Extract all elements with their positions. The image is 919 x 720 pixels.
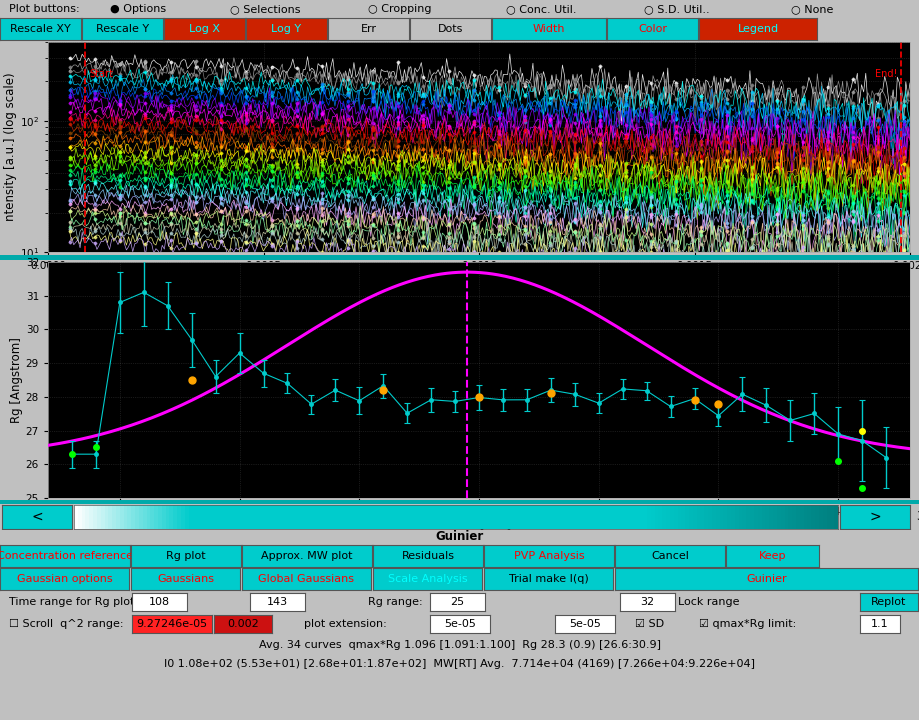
Text: 9.27246e-05: 9.27246e-05 xyxy=(136,619,208,629)
Text: Guinier: Guinier xyxy=(436,531,483,544)
Text: Guinier: Guinier xyxy=(745,574,786,584)
Text: <: < xyxy=(31,510,43,524)
Text: Plot buttons:: Plot buttons: xyxy=(9,4,80,14)
Text: Residuals: Residuals xyxy=(401,551,454,561)
Text: Log Y: Log Y xyxy=(271,24,301,34)
Text: Color: Color xyxy=(637,24,666,34)
Text: Scale Analysis: Scale Analysis xyxy=(387,574,467,584)
Text: Start: Start xyxy=(89,68,113,78)
Text: Global Gaussians: Global Gaussians xyxy=(258,574,354,584)
Text: Cancel: Cancel xyxy=(651,551,688,561)
Text: Lock range: Lock range xyxy=(677,597,738,607)
Text: ☑ SD: ☑ SD xyxy=(634,619,664,629)
Text: ☑ qmax*Rg limit:: ☑ qmax*Rg limit: xyxy=(698,619,796,629)
Text: Err: Err xyxy=(360,24,376,34)
Text: Approx. MW plot: Approx. MW plot xyxy=(261,551,352,561)
Y-axis label: ntensity [a.u.] (log scale): ntensity [a.u.] (log scale) xyxy=(4,73,17,221)
Text: 32: 32 xyxy=(640,597,653,607)
Text: End!: End! xyxy=(874,68,896,78)
Text: Rescale Y: Rescale Y xyxy=(96,24,149,34)
Text: Replot: Replot xyxy=(870,597,906,607)
Text: PVP Analysis: PVP Analysis xyxy=(513,551,584,561)
Text: Keep: Keep xyxy=(758,551,786,561)
Text: Rescale XY: Rescale XY xyxy=(10,24,71,34)
Text: Rg plot: Rg plot xyxy=(166,551,206,561)
Text: Gaussian options: Gaussian options xyxy=(17,574,112,584)
Text: ○ Conc. Util.: ○ Conc. Util. xyxy=(505,4,576,14)
Text: 5e-05: 5e-05 xyxy=(444,619,475,629)
X-axis label: Time [a.u.]: Time [a.u.] xyxy=(447,518,511,531)
Text: Width: Width xyxy=(532,24,564,34)
Text: >: > xyxy=(868,510,879,524)
Text: I0 1.08e+02 (5.53e+01) [2.68e+01:1.87e+02]  MW[RT] Avg.  7.714e+04 (4169) [7.266: I0 1.08e+02 (5.53e+01) [2.68e+01:1.87e+0… xyxy=(165,659,754,669)
Text: 0.002: 0.002 xyxy=(227,619,258,629)
Text: Gaussians: Gaussians xyxy=(157,574,214,584)
Text: ○ None: ○ None xyxy=(790,4,833,14)
Text: 32: 32 xyxy=(915,510,919,523)
Text: Avg. 34 curves  qmax*Rg 1.096 [1.091:1.100]  Rg 28.3 (0.9) [26.6:30.9]: Avg. 34 curves qmax*Rg 1.096 [1.091:1.10… xyxy=(259,640,660,650)
Text: 1.1: 1.1 xyxy=(870,619,888,629)
Text: Rg range:: Rg range: xyxy=(368,597,422,607)
Text: 143: 143 xyxy=(267,597,288,607)
Text: Time range for Rg plot:: Time range for Rg plot: xyxy=(9,597,138,607)
Text: ○ Cropping: ○ Cropping xyxy=(368,4,431,14)
Text: ● Options: ● Options xyxy=(110,4,166,14)
Text: Log X: Log X xyxy=(188,24,220,34)
Text: 5e-05: 5e-05 xyxy=(569,619,600,629)
Text: ○ Selections: ○ Selections xyxy=(230,4,301,14)
Text: Concentration reference: Concentration reference xyxy=(0,551,133,561)
Text: Legend: Legend xyxy=(737,24,777,34)
Text: ○ S.D. Util..: ○ S.D. Util.. xyxy=(643,4,709,14)
X-axis label: q^2 [1/Angstrom^2]: q^2 [1/Angstrom^2] xyxy=(416,272,540,285)
Text: 25: 25 xyxy=(450,597,464,607)
Y-axis label: Rg [Angstrom]: Rg [Angstrom] xyxy=(10,337,23,423)
Text: plot extension:: plot extension: xyxy=(303,619,386,629)
Text: 108: 108 xyxy=(149,597,170,607)
Text: Dots: Dots xyxy=(437,24,462,34)
Text: ☐ Scroll  q^2 range:: ☐ Scroll q^2 range: xyxy=(9,619,123,629)
Text: Trial make I(q): Trial make I(q) xyxy=(508,574,588,584)
